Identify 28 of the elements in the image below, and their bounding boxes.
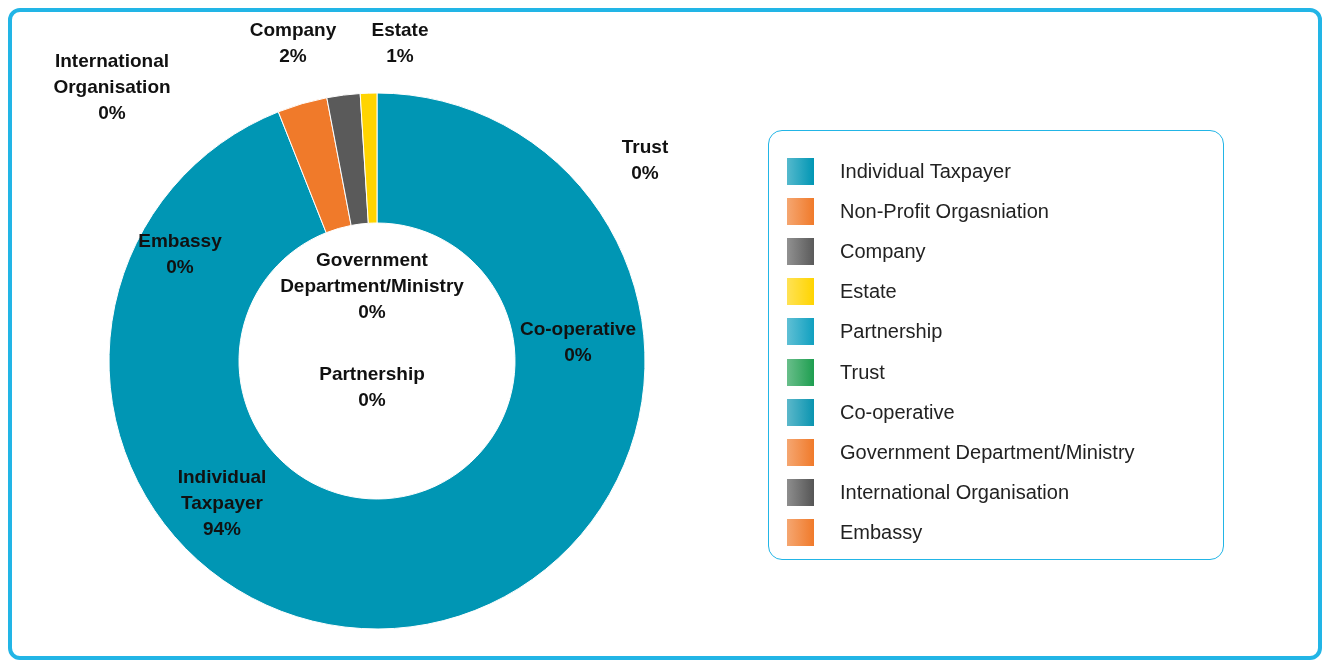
category-label: Trust bbox=[621, 136, 669, 157]
slice-label: Individual Taxpayer bbox=[177, 466, 267, 513]
slice-label: Estate bbox=[371, 19, 429, 40]
legend-label: Trust bbox=[840, 360, 885, 384]
legend-label: International Organisation bbox=[840, 481, 1070, 505]
legend-label: Estate bbox=[840, 280, 897, 304]
data-label: 2% bbox=[279, 45, 307, 66]
category-label: Embassy bbox=[138, 230, 222, 251]
legend-label: Co-operative bbox=[840, 400, 955, 424]
text: 0% bbox=[564, 344, 592, 365]
text: 0% bbox=[358, 301, 386, 322]
text: 0% bbox=[98, 102, 126, 123]
category-label: International Organisation bbox=[53, 50, 171, 97]
legend-label: Non-Profit Orgasniation bbox=[840, 199, 1049, 223]
category-label: Partnership bbox=[319, 363, 425, 384]
legend-label: Government Department/Ministry bbox=[840, 440, 1135, 464]
slice-label: Company bbox=[249, 19, 337, 40]
text: 0% bbox=[358, 389, 386, 410]
category-label: Government Department/Ministry bbox=[280, 249, 464, 296]
data-label: 94% bbox=[202, 518, 242, 539]
legend-label: Partnership bbox=[840, 320, 943, 344]
data-label: 1% bbox=[386, 45, 414, 66]
legend-label: Company bbox=[840, 239, 926, 263]
text: 0% bbox=[166, 256, 194, 277]
text: 0% bbox=[631, 162, 659, 183]
legend-label: Individual Taxpayer bbox=[840, 159, 1011, 183]
legend-label: Embassy bbox=[840, 521, 923, 545]
category-label: Co-operative bbox=[519, 318, 637, 339]
